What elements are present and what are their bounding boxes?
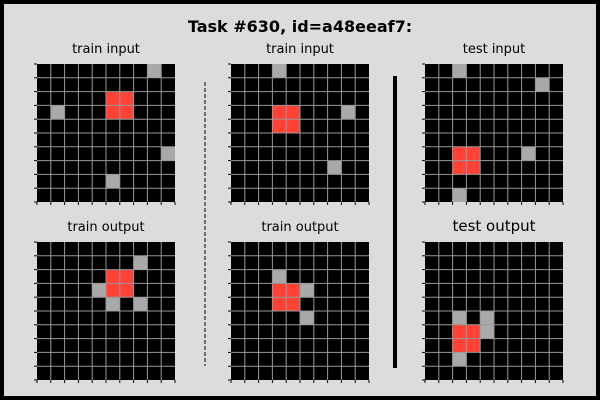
gray-cell xyxy=(147,64,162,78)
task-figure: Task #630, id=a48eeaf7: train input train… xyxy=(34,17,564,383)
panel-title: train input xyxy=(266,42,334,57)
red-cell xyxy=(272,105,287,120)
gray-cell xyxy=(92,283,106,298)
gray-cell xyxy=(272,269,287,284)
red-cell xyxy=(466,160,481,175)
red-cell xyxy=(106,269,120,284)
gray-cell xyxy=(452,311,467,325)
red-cell xyxy=(286,119,300,133)
panel-title: train input xyxy=(72,42,140,57)
gray-cell xyxy=(452,64,467,78)
red-cell xyxy=(119,105,134,120)
red-cell xyxy=(119,269,134,284)
gray-cell xyxy=(480,311,494,325)
red-cell xyxy=(119,91,134,106)
panel-test-input: test input xyxy=(422,42,564,205)
gray-cell xyxy=(133,255,148,270)
panel-title: train output xyxy=(261,220,338,235)
figure-frame: Task #630, id=a48eeaf7: train input train… xyxy=(4,4,596,396)
panels-group: train input train input test input train ou… xyxy=(34,42,564,383)
red-cell xyxy=(452,324,467,339)
panel-train-output-1: train output xyxy=(34,220,176,383)
red-cell xyxy=(106,283,120,298)
red-cell xyxy=(452,160,467,175)
red-cell xyxy=(466,146,481,161)
red-cell xyxy=(119,283,134,298)
gray-cell xyxy=(341,105,356,120)
gray-cell xyxy=(535,77,550,92)
gray-cell xyxy=(452,352,467,367)
figure-title: Task #630, id=a48eeaf7: xyxy=(188,17,412,36)
gray-cell xyxy=(161,146,175,161)
red-cell xyxy=(466,324,481,339)
gray-cell xyxy=(300,311,314,325)
red-cell xyxy=(466,338,481,353)
panel-title: train output xyxy=(67,220,144,235)
red-cell xyxy=(286,105,300,120)
red-cell xyxy=(106,91,120,106)
red-cell xyxy=(272,283,287,298)
gray-cell xyxy=(50,105,65,120)
red-cell xyxy=(286,283,300,298)
gray-cell xyxy=(272,64,287,78)
gray-cell xyxy=(106,174,120,189)
gray-cell xyxy=(521,146,536,161)
panel-train-output-2: train output xyxy=(228,220,370,383)
red-cell xyxy=(272,297,287,311)
gray-cell xyxy=(133,297,148,311)
panel-train-input-2: train input xyxy=(228,42,370,205)
red-cell xyxy=(272,119,287,133)
panel-test-output: test output xyxy=(422,217,564,383)
red-cell xyxy=(286,297,300,311)
gray-cell xyxy=(300,283,314,298)
gray-cell xyxy=(452,188,467,202)
red-cell xyxy=(452,146,467,161)
gray-cell xyxy=(480,324,494,339)
gray-cell xyxy=(106,297,120,311)
red-cell xyxy=(452,338,467,353)
panel-train-input-1: train input xyxy=(34,42,176,205)
red-cell xyxy=(106,105,120,120)
panel-title: test input xyxy=(463,42,526,57)
panel-title: test output xyxy=(452,217,535,235)
gray-cell xyxy=(327,160,342,175)
